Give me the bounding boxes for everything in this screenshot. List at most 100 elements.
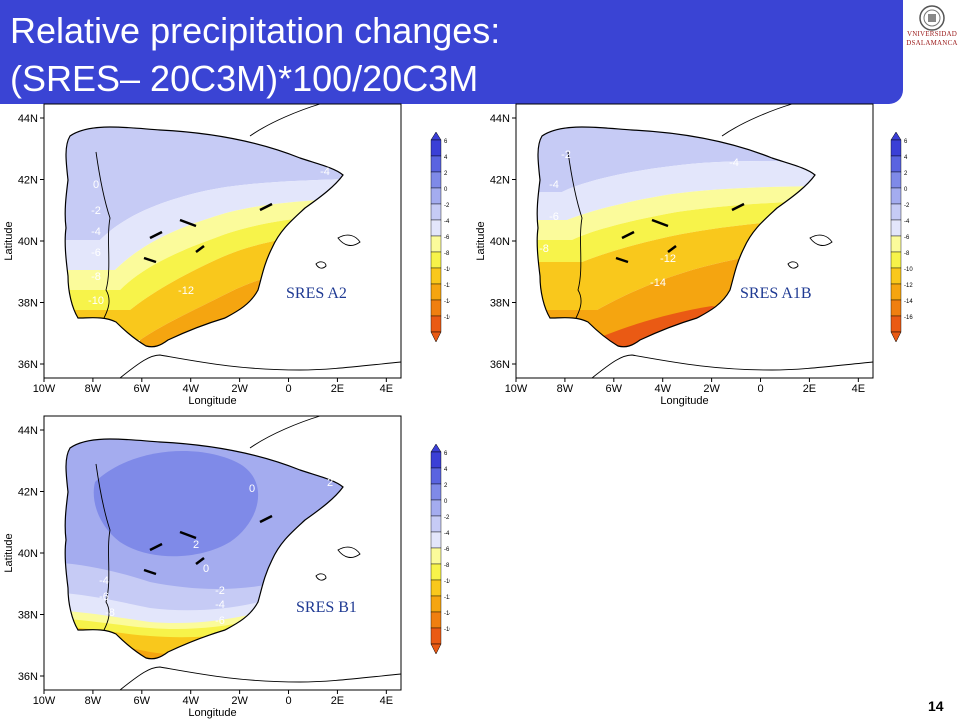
colorbar-swatch [430, 155, 442, 173]
colorbar-label: -10 [444, 579, 450, 585]
y-tick-label: 40N [18, 236, 38, 248]
contour-label: -4 [729, 157, 739, 169]
y-tick-label: 44N [18, 425, 38, 437]
colorbar-label: -8 [444, 251, 450, 257]
colorbar-swatch [890, 315, 902, 333]
colorbar-label: 0 [444, 187, 448, 193]
y-tick-label: 44N [490, 113, 510, 125]
contour-label: -4 [549, 179, 559, 191]
africa-coast [119, 354, 402, 379]
contour-band [65, 210, 343, 310]
contour-label: -4 [215, 599, 225, 611]
contour-label: -14 [650, 277, 666, 289]
colorbar-label: 6 [444, 451, 448, 457]
colorbar-label: -16 [904, 315, 913, 321]
x-tick-label: 2W [231, 383, 248, 395]
colorbar-swatch [430, 515, 442, 533]
x-tick-label: 4E [852, 383, 865, 395]
reservoir-mark [143, 256, 157, 264]
contour-label: -8 [539, 243, 549, 255]
map-panel-sres-a1b: -2 -4 -4 -6 -8 -12 -14 10W 8W 6W 4W 2W 0 2E 4E 44N 42N 40… [472, 100, 922, 410]
x-tick-label: 8W [557, 383, 574, 395]
colorbar-label: -12 [444, 595, 450, 601]
y-tick-label: 44N [18, 113, 38, 125]
colorbar-swatch [430, 563, 442, 581]
contour-label: 2 [327, 477, 333, 489]
colorbar: 6 4 2 0 -2 -4 -6 -8 -10 -12 -14 -16 [430, 131, 450, 343]
contour-label: -2 [215, 585, 225, 597]
x-tick-label: 6W [134, 383, 151, 395]
x-tick-label: 8W [85, 383, 102, 395]
x-tick-label: 4E [380, 695, 393, 707]
x-tick-label: 8W [85, 695, 102, 707]
coastline [64, 438, 344, 660]
colorbar-arrow-top [890, 131, 902, 141]
colorbar-swatch [430, 595, 442, 613]
reservoir-mark [143, 568, 157, 576]
colorbar-swatch [430, 139, 442, 157]
ibiza-island [315, 261, 327, 269]
reservoir-mark [621, 230, 635, 240]
university-logo: VNIVERSIDAD DSALAMANCA [904, 2, 960, 62]
colorbar-swatch [430, 499, 442, 517]
colorbar-swatch [430, 579, 442, 597]
title-line-2: (SRES– 20C3M)*100/20C3M [10, 58, 479, 99]
contour-label: -12 [660, 253, 676, 265]
colorbar-swatch [430, 187, 442, 205]
colorbar-swatch [890, 283, 902, 301]
mallorca-island [809, 234, 833, 246]
reservoir-mark [259, 514, 273, 524]
colorbar-arrow-top [430, 131, 442, 141]
colorbar-label: -2 [904, 203, 910, 209]
colorbar-label: -4 [444, 219, 450, 225]
contour-band [537, 127, 815, 192]
reservoir-mark [195, 557, 205, 565]
colorbar-label: -14 [444, 299, 450, 305]
colorbar-swatch [430, 203, 442, 221]
africa-coast [119, 666, 402, 691]
mallorca-island [337, 234, 361, 246]
x-tick-label: 2E [331, 695, 344, 707]
title-line-1: Relative precipitation changes: [10, 10, 501, 51]
ibiza-island [315, 573, 327, 581]
x-tick-label: 2E [803, 383, 816, 395]
contour-band [65, 195, 343, 290]
colorbar-label: 2 [904, 171, 908, 177]
colorbar-swatch [430, 483, 442, 501]
colorbar-label: -2 [444, 203, 450, 209]
x-tick-label: 4E [380, 383, 393, 395]
x-tick-label: 10W [505, 383, 528, 395]
colorbar-label: -10 [444, 267, 450, 273]
colorbar: 6 4 2 0 -2 -4 -6 -8 -10 -12 -14 -16 [890, 131, 913, 343]
portugal-border [95, 151, 111, 319]
colorbar-label: -6 [904, 235, 910, 241]
colorbar-label: -8 [444, 563, 450, 569]
y-tick-label: 36N [490, 359, 510, 371]
contour-label: 2 [193, 539, 199, 551]
contour-band [93, 451, 259, 557]
colorbar-swatch [430, 267, 442, 285]
colorbar-label: 0 [904, 187, 908, 193]
y-tick-label: 42N [18, 487, 38, 499]
logo-text-line-1: VNIVERSIDAD [906, 30, 958, 38]
colorbar-label: 2 [444, 171, 448, 177]
colorbar-swatch [430, 315, 442, 333]
contour-label: -2 [91, 205, 101, 217]
y-tick-label: 42N [490, 175, 510, 187]
x-axis-label: Longitude [188, 707, 236, 719]
map-panel-sres-b1: 2 0 2 0 -2 -4 -6 -4 -6 -8 10W 8W 6W 4W 2W 0 2E 4E 44N 42N 40… [0, 412, 450, 720]
map-panel-sres-a2: -4 0 -2 -4 -6 -8 -10 -12 10W 8W 6W 4W 2W 0 2E 4E 44N 42N 4… [0, 100, 450, 410]
colorbar-swatch [890, 171, 902, 189]
contour-label: -6 [99, 591, 109, 603]
reservoir-mark [731, 202, 745, 212]
contour-label: -10 [88, 295, 104, 307]
africa-coast [591, 354, 874, 379]
y-tick-label: 38N [490, 298, 510, 310]
colorbar-label: 4 [904, 155, 908, 161]
contour-label: -4 [320, 166, 330, 178]
contour-label: -12 [178, 285, 194, 297]
coastline [64, 126, 344, 348]
reservoir-mark [667, 245, 677, 253]
coastline [536, 126, 816, 348]
reservoir-mark [179, 530, 197, 540]
